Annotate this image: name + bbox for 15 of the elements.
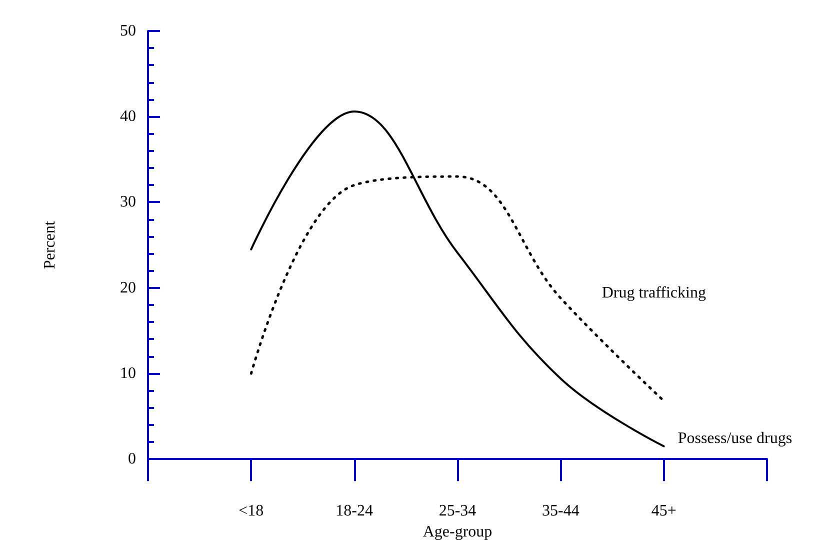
x-tick-label: 18-24 [336, 502, 373, 520]
y-tick-label: 40 [120, 108, 136, 126]
y-axis-title: Percent [42, 220, 58, 270]
y-tick-label: 50 [120, 22, 136, 40]
x-tick-label: 35-44 [542, 502, 580, 520]
series-label: Possess/use drugs [678, 430, 792, 447]
x-axis-title: Age-group [422, 524, 492, 540]
y-tick-label: 0 [128, 450, 136, 468]
y-tick-label: 30 [120, 194, 136, 211]
y-tick-label: 10 [120, 364, 136, 382]
series-label: Drug trafficking [602, 284, 706, 302]
x-tick-label: <18 [238, 502, 264, 520]
x-tick-label: 25-34 [438, 502, 476, 520]
y-tick-label: 20 [120, 279, 136, 296]
x-tick-label: 45+ [651, 502, 676, 520]
